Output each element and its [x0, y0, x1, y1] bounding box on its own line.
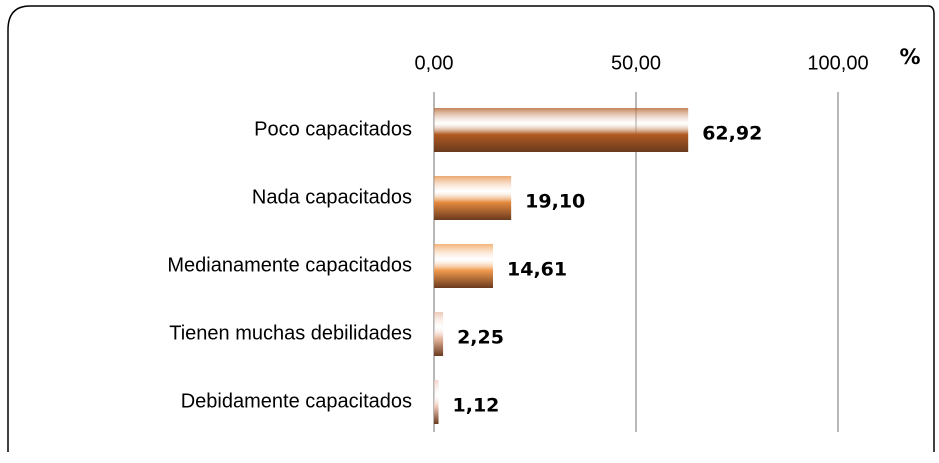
data-label: 2,25	[457, 327, 504, 349]
bar	[434, 108, 689, 152]
data-label: 62,92	[702, 123, 762, 145]
bar	[434, 312, 444, 356]
x-tick-label: 100,00	[807, 52, 868, 74]
data-label: 19,10	[525, 191, 585, 213]
x-tick-label: 50,00	[611, 52, 661, 74]
y-tick-label: Tienen muchas debilidades	[169, 322, 412, 344]
x-tick-label: 0,00	[415, 52, 454, 74]
y-tick-label: Debidamente capacitados	[181, 390, 412, 412]
bar	[434, 380, 439, 424]
y-tick-label: Medianamente capacitados	[167, 254, 412, 276]
bar	[434, 176, 512, 220]
unit-label: %	[899, 45, 920, 69]
y-tick-label: Nada capacitados	[252, 186, 412, 208]
bar	[434, 244, 494, 288]
data-label: 14,61	[507, 259, 567, 281]
data-label: 1,12	[453, 395, 500, 417]
y-tick-label: Poco capacitados	[254, 118, 412, 140]
frame	[7, 5, 935, 452]
